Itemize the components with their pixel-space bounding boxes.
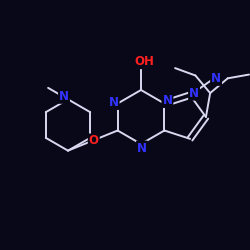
Text: N: N [189, 87, 199, 100]
Text: N: N [211, 72, 221, 85]
Text: OH: OH [134, 55, 154, 68]
Text: O: O [89, 134, 99, 147]
Text: N: N [59, 90, 69, 103]
Text: N: N [162, 94, 172, 107]
Text: N: N [137, 142, 147, 154]
Text: N: N [108, 96, 118, 109]
